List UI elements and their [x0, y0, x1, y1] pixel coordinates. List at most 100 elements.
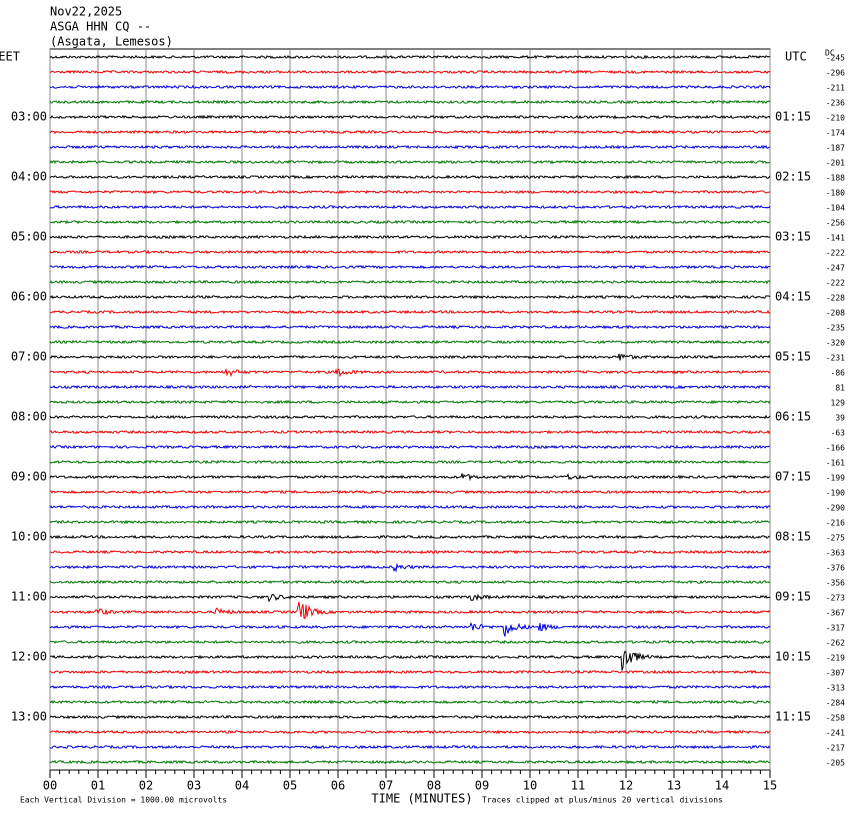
dc-value: -201	[826, 159, 845, 168]
right-label: 07:15	[775, 470, 811, 484]
trace	[49, 114, 771, 120]
right-label: 10:15	[775, 650, 811, 664]
date: Nov22,2025	[50, 5, 122, 19]
trace	[49, 279, 771, 285]
dc-value: -141	[826, 234, 845, 243]
trace	[49, 601, 771, 620]
right-label: 09:15	[775, 590, 811, 604]
dc-value: -222	[826, 279, 845, 288]
left-label: 08:00	[11, 410, 47, 424]
dc-title: DC	[825, 49, 835, 58]
left-label: 12:00	[11, 650, 47, 664]
dc-value: -284	[826, 699, 845, 708]
dc-value: -273	[826, 594, 845, 603]
x-tick-label: 09	[475, 779, 489, 793]
x-tick-label: 03	[187, 779, 201, 793]
trace	[49, 309, 771, 315]
dc-value: -199	[826, 474, 845, 483]
trace	[49, 473, 771, 482]
dc-value: 129	[831, 399, 846, 408]
dc-value: -161	[826, 459, 845, 468]
trace	[49, 294, 771, 300]
trace	[49, 729, 771, 735]
left-label: 03:00	[11, 110, 47, 124]
trace	[49, 324, 771, 330]
left-label: 04:00	[11, 170, 47, 184]
left-label: 11:00	[11, 590, 47, 604]
left-label: 07:00	[11, 350, 47, 364]
dc-value: -258	[826, 714, 845, 723]
dc-value: -241	[826, 729, 845, 738]
right-label: 04:15	[775, 290, 811, 304]
trace	[49, 353, 771, 361]
trace	[50, 639, 771, 645]
x-tick-label: 12	[619, 779, 633, 793]
dc-value: -247	[826, 264, 845, 273]
dc-value: -317	[826, 624, 845, 633]
trace	[49, 684, 771, 690]
trace	[49, 174, 771, 180]
trace	[49, 669, 771, 675]
x-tick-label: 13	[667, 779, 681, 793]
dc-value: -235	[826, 324, 845, 333]
trace	[49, 579, 771, 585]
trace	[49, 489, 771, 495]
dc-value: -222	[826, 249, 845, 258]
x-tick-label: 05	[283, 779, 297, 793]
right-title: UTC	[785, 50, 807, 64]
x-tick-label: 06	[331, 779, 345, 793]
x-tick-label: 00	[43, 779, 57, 793]
x-tick-label: 02	[139, 779, 153, 793]
right-label: 06:15	[775, 410, 811, 424]
dc-value: -63	[831, 429, 846, 438]
dc-value: -205	[826, 759, 845, 768]
dc-value: -356	[826, 579, 845, 588]
trace	[49, 189, 771, 195]
trace	[49, 621, 771, 637]
dc-value: -290	[826, 504, 845, 513]
trace	[49, 744, 771, 750]
trace	[49, 54, 771, 60]
trace	[49, 459, 771, 465]
dc-value: -187	[826, 144, 845, 153]
trace	[49, 144, 771, 150]
dc-value: -231	[826, 354, 845, 363]
dc-value: -376	[826, 564, 845, 573]
trace	[49, 159, 771, 165]
trace	[49, 504, 771, 510]
trace	[49, 444, 771, 450]
x-tick-label: 07	[379, 779, 393, 793]
clip-note: Traces clipped at plus/minus 20 vertical…	[482, 796, 723, 805]
x-tick-label: 14	[715, 779, 729, 793]
plot-frame	[49, 48, 771, 771]
x-tick-label: 01	[91, 779, 105, 793]
x-tick-label: 04	[235, 779, 249, 793]
dc-value: -166	[826, 444, 845, 453]
trace	[49, 429, 771, 435]
dc-value: -262	[826, 639, 845, 648]
trace	[49, 699, 771, 705]
left-label: 13:00	[11, 710, 47, 724]
right-label: 03:15	[775, 230, 811, 244]
left-label: 05:00	[11, 230, 47, 244]
trace	[49, 399, 771, 405]
trace	[49, 264, 771, 270]
dc-value: 81	[835, 384, 845, 393]
dc-value: -363	[826, 549, 845, 558]
right-label: 08:15	[775, 530, 811, 544]
trace	[49, 714, 771, 720]
left-title: EET	[0, 50, 20, 64]
dc-value: -174	[826, 129, 845, 138]
x-tick-label: 08	[427, 779, 441, 793]
right-label: 02:15	[775, 170, 811, 184]
trace	[49, 129, 771, 135]
trace	[49, 99, 771, 105]
trace	[49, 219, 771, 225]
dc-value: -296	[826, 69, 845, 78]
trace	[49, 562, 771, 573]
dc-value: -217	[826, 744, 845, 753]
dc-value: -236	[826, 99, 845, 108]
dc-value: 39	[835, 414, 845, 423]
x-tick-label: 11	[571, 779, 585, 793]
